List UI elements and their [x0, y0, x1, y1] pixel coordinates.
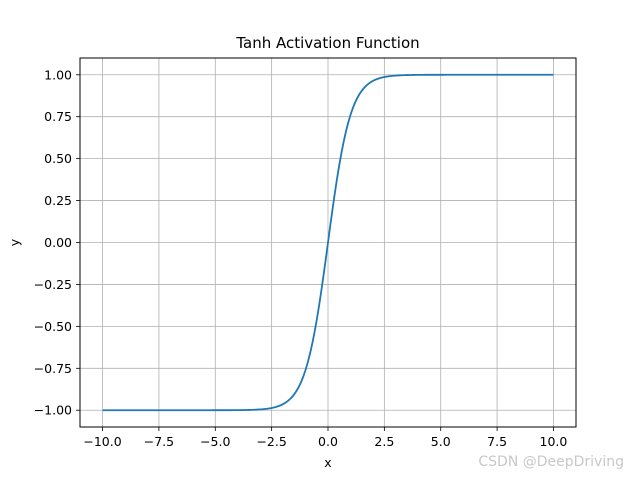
y-ticks: −1.00 −0.75 −0.50 −0.25 0.00 0.25 0.50 0.75 1.00 [34, 67, 80, 418]
x-tick-label: 10.0 [540, 434, 568, 449]
x-ticks: −10.0 −7.5 −5.0 −2.5 0.0 2.5 5.0 7.5 10.0 [83, 427, 567, 449]
watermark: CSDN @DeepDriving [478, 454, 624, 470]
x-tick-label: −5.0 [200, 434, 230, 449]
tanh-series-line [102, 73, 554, 412]
series-layer [102, 73, 554, 412]
y-tick-label: −0.50 [34, 319, 72, 334]
x-tick-label: −7.5 [144, 434, 174, 449]
y-tick-label: −1.00 [34, 403, 72, 418]
x-tick-label: 5.0 [431, 434, 451, 449]
x-tick-label: −2.5 [256, 434, 286, 449]
y-tick-label: 0.00 [44, 235, 72, 250]
x-axis-label: x [324, 455, 331, 470]
y-tick-label: −0.75 [34, 361, 72, 376]
y-tick-label: 0.75 [44, 109, 72, 124]
x-tick-label: 2.5 [374, 434, 394, 449]
y-tick-label: 1.00 [44, 67, 72, 82]
x-tick-label: 7.5 [487, 434, 507, 449]
x-tick-label: −10.0 [83, 434, 121, 449]
y-tick-label: 0.50 [44, 151, 72, 166]
y-axis-label: y [7, 238, 22, 246]
x-tick-label: 0.0 [318, 434, 338, 449]
chart-title: Tanh Activation Function [235, 34, 419, 52]
y-tick-label: −0.25 [34, 277, 72, 292]
y-tick-label: 0.25 [44, 193, 72, 208]
